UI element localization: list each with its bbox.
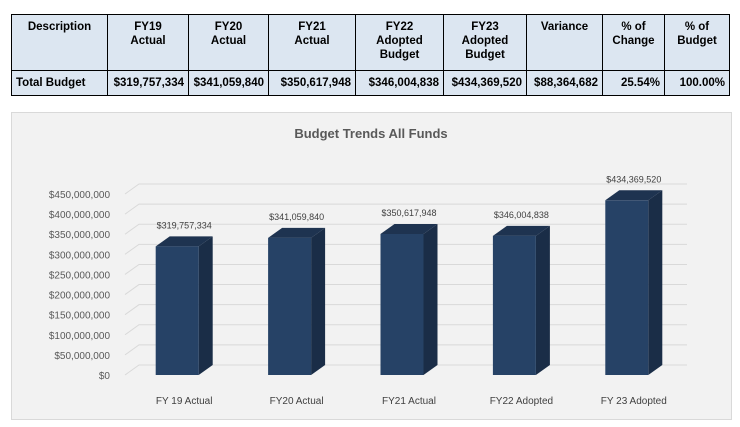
- cell-fy21-actual: $350,617,948: [268, 70, 356, 96]
- y-tick-label: $250,000,000: [49, 270, 111, 281]
- cell-pct-budget: 100.00%: [664, 70, 730, 96]
- gridline: [124, 183, 687, 195]
- budget-trends-chart: Budget Trends All Funds $0 $50,000,000 $10…: [11, 112, 732, 420]
- bar: [268, 227, 326, 375]
- bar: [605, 190, 663, 375]
- header-pct-change: % of Change: [602, 14, 665, 71]
- bar-top: [492, 225, 550, 236]
- bar-top: [155, 236, 213, 247]
- bar-side: [535, 225, 550, 375]
- x-tick-label: FY 23 Adopted: [601, 396, 667, 407]
- bar-side: [423, 223, 438, 375]
- header-fy23-adopted: FY23 Adopted Budget: [443, 14, 527, 71]
- data-labels: $319,757,334 $341,059,840 $350,617,948 $346…: [157, 174, 662, 230]
- bar-top: [380, 223, 438, 234]
- cell-pct-change: 25.54%: [602, 70, 665, 96]
- gridline: [124, 223, 687, 235]
- bar: [380, 223, 438, 375]
- header-fy19-actual: FY19 Actual: [107, 14, 189, 71]
- budget-table: Description FY19 Actual FY20 Actual FY21…: [11, 14, 730, 96]
- y-tick-label: $150,000,000: [49, 311, 111, 322]
- bar-side: [198, 236, 213, 375]
- bar: [492, 225, 550, 375]
- cell-variance: $88,364,682: [526, 70, 603, 96]
- bar-side: [311, 227, 326, 375]
- bar-front: [492, 235, 536, 375]
- data-label: $319,757,334: [157, 220, 212, 230]
- header-pct-budget: % of Budget: [664, 14, 730, 71]
- chart-svg: Budget Trends All Funds $0 $50,000,000 $10…: [49, 126, 687, 407]
- bar-front: [380, 233, 424, 375]
- bar-top: [605, 190, 663, 201]
- x-tick-label: FY 19 Actual: [156, 396, 213, 407]
- cell-description: Total Budget: [11, 70, 108, 96]
- y-tick-label: $100,000,000: [49, 331, 111, 342]
- bar-front: [605, 200, 649, 375]
- bar-front: [268, 237, 312, 375]
- header-fy21-actual: FY21 Actual: [268, 14, 356, 71]
- table-row: Total Budget $319,757,334 $341,059,840 $…: [11, 70, 730, 96]
- y-tick-label: $450,000,000: [49, 190, 111, 201]
- data-label: $350,617,948: [381, 208, 436, 218]
- y-tick-label: $350,000,000: [49, 230, 111, 241]
- x-axis-ticks: FY 19 Actual FY20 Actual FY21 Actual FY22 A…: [156, 396, 667, 407]
- y-axis-ticks: $0 $50,000,000 $100,000,000 $150,000,000 $20…: [49, 190, 111, 382]
- header-fy20-actual: FY20 Actual: [188, 14, 269, 71]
- chart-title: Budget Trends All Funds: [294, 126, 447, 141]
- y-tick-label: $50,000,000: [54, 351, 110, 362]
- data-label: $434,369,520: [606, 174, 661, 184]
- y-tick-label: $0: [99, 371, 111, 382]
- table-header-row: Description FY19 Actual FY20 Actual FY21…: [11, 14, 730, 71]
- y-tick-label: $300,000,000: [49, 250, 111, 261]
- bar-top: [268, 227, 326, 238]
- header-description: Description: [11, 14, 108, 71]
- data-label: $341,059,840: [269, 212, 324, 222]
- data-label: $346,004,838: [494, 210, 549, 220]
- bar: [155, 236, 213, 375]
- bar-series: [155, 190, 663, 375]
- grid-layer: [124, 183, 687, 376]
- header-variance: Variance: [526, 14, 603, 71]
- gridline: [124, 203, 687, 215]
- y-tick-label: $200,000,000: [49, 291, 111, 302]
- header-fy22-adopted: FY22 Adopted Budget: [355, 14, 444, 71]
- x-tick-label: FY22 Adopted: [490, 396, 553, 407]
- cell-fy22-adopted: $346,004,838: [355, 70, 444, 96]
- x-tick-label: FY21 Actual: [382, 396, 436, 407]
- cell-fy20-actual: $341,059,840: [188, 70, 269, 96]
- bar-side: [648, 190, 663, 375]
- cell-fy23-adopted: $434,369,520: [443, 70, 527, 96]
- cell-fy19-actual: $319,757,334: [107, 70, 189, 96]
- y-tick-label: $400,000,000: [49, 210, 111, 221]
- bar-front: [155, 246, 199, 375]
- x-tick-label: FY20 Actual: [270, 396, 324, 407]
